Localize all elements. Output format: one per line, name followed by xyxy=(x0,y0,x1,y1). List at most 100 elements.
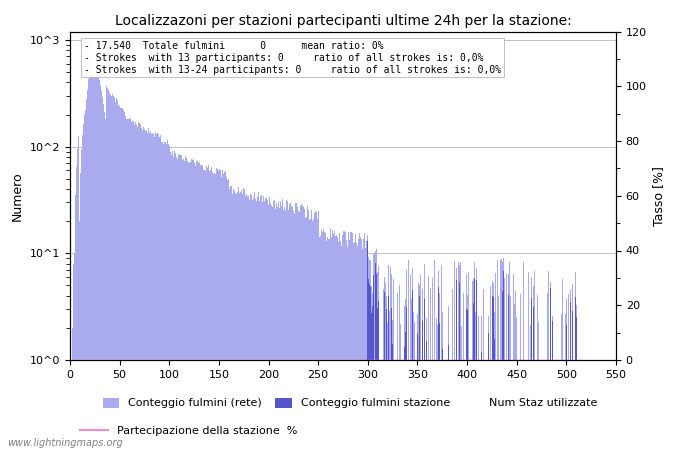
Bar xyxy=(553,360,554,450)
Bar xyxy=(433,360,434,450)
Bar xyxy=(286,200,287,450)
Bar xyxy=(148,128,149,450)
Bar xyxy=(442,349,443,450)
Bar xyxy=(261,195,262,450)
Bar xyxy=(503,258,504,450)
Bar xyxy=(364,233,365,450)
Bar xyxy=(194,162,195,450)
Bar xyxy=(125,116,126,450)
Bar xyxy=(514,305,515,450)
Bar xyxy=(518,360,519,450)
Bar xyxy=(449,375,451,450)
Bar xyxy=(423,395,424,450)
Bar xyxy=(244,189,245,450)
Bar xyxy=(163,144,164,450)
Bar xyxy=(330,237,332,450)
Bar xyxy=(235,193,237,450)
Bar xyxy=(74,253,76,450)
Bar xyxy=(517,360,518,450)
Bar xyxy=(316,219,318,450)
Bar xyxy=(78,136,79,450)
Bar xyxy=(552,316,553,450)
Bar xyxy=(532,360,533,450)
Bar xyxy=(580,388,581,450)
Bar xyxy=(160,135,161,450)
Bar xyxy=(97,68,98,450)
Bar xyxy=(328,239,330,450)
Bar xyxy=(438,271,439,450)
Bar xyxy=(356,243,358,450)
Bar xyxy=(448,306,449,450)
Bar xyxy=(492,281,493,450)
Bar xyxy=(176,159,178,450)
Bar xyxy=(81,150,83,450)
Bar xyxy=(526,360,527,450)
Bar xyxy=(383,289,384,450)
Bar xyxy=(556,367,557,450)
Bar xyxy=(308,210,309,450)
Bar xyxy=(239,193,240,450)
Bar xyxy=(558,360,559,450)
Bar xyxy=(140,124,141,450)
Bar xyxy=(232,194,233,450)
Bar xyxy=(486,360,487,450)
Bar xyxy=(487,360,489,450)
Bar xyxy=(272,207,273,450)
Bar xyxy=(332,234,334,450)
Bar xyxy=(484,360,486,450)
Bar xyxy=(250,194,251,450)
Bar xyxy=(508,274,510,450)
Bar xyxy=(548,271,549,450)
Bar xyxy=(545,360,546,450)
Bar xyxy=(389,311,390,450)
Bar xyxy=(93,56,95,450)
Bar xyxy=(309,219,311,450)
Bar xyxy=(178,155,180,450)
Bar xyxy=(349,240,351,450)
Bar xyxy=(580,360,581,450)
Bar xyxy=(347,247,349,450)
Bar xyxy=(245,196,246,450)
Bar xyxy=(320,236,321,450)
Bar xyxy=(358,239,359,450)
Bar xyxy=(158,134,159,450)
Bar xyxy=(218,171,219,450)
Bar xyxy=(458,282,460,450)
Bar xyxy=(135,122,136,450)
Bar xyxy=(225,171,226,450)
Bar xyxy=(496,360,498,450)
Bar xyxy=(494,312,496,450)
Bar xyxy=(197,163,199,450)
Bar xyxy=(168,144,169,450)
Bar xyxy=(292,207,293,450)
Bar xyxy=(220,170,221,450)
Bar xyxy=(372,293,373,450)
Bar xyxy=(124,112,125,450)
Bar xyxy=(110,94,111,450)
Bar xyxy=(409,360,410,450)
Bar xyxy=(258,192,259,450)
Bar xyxy=(384,277,385,450)
Bar xyxy=(169,146,170,450)
Bar xyxy=(390,267,391,450)
Bar xyxy=(562,279,563,450)
Bar xyxy=(288,210,289,450)
Bar xyxy=(116,99,117,450)
Bar xyxy=(433,395,434,450)
Bar xyxy=(473,279,475,450)
Bar xyxy=(480,360,482,450)
Bar xyxy=(256,201,257,450)
Bar xyxy=(149,133,150,450)
Bar xyxy=(145,131,146,450)
Bar xyxy=(237,192,238,450)
Bar xyxy=(295,203,296,450)
Bar xyxy=(422,289,423,450)
Bar xyxy=(572,311,573,450)
Bar xyxy=(575,297,576,450)
Bar xyxy=(536,360,537,450)
Bar xyxy=(154,137,155,450)
Bar xyxy=(303,207,304,450)
Bar xyxy=(508,295,510,450)
Bar xyxy=(554,360,555,450)
Bar xyxy=(444,384,446,450)
